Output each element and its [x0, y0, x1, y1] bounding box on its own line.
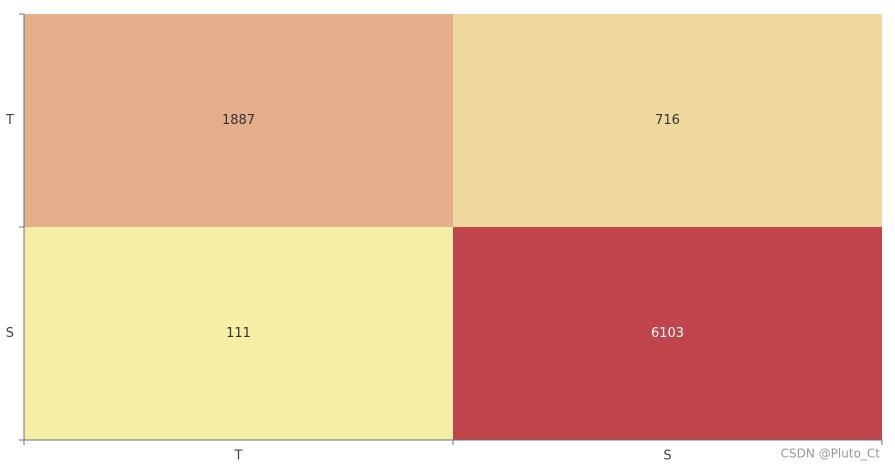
- heat-cell: [24, 14, 453, 227]
- heat-cell: [453, 14, 882, 227]
- y-tick-label: S: [6, 326, 14, 341]
- cell-label: 1887: [222, 113, 255, 128]
- x-tick-label: T: [234, 449, 243, 464]
- cell-label: 6103: [651, 326, 684, 341]
- cell-label: 111: [226, 326, 251, 341]
- y-tick-label: T: [5, 113, 14, 128]
- heat-cell: [453, 227, 882, 440]
- heat-cell: [24, 227, 453, 440]
- cell-label: 716: [655, 113, 680, 128]
- watermark: CSDN @Pluto_Ct: [781, 447, 881, 461]
- x-tick-label: S: [663, 449, 671, 464]
